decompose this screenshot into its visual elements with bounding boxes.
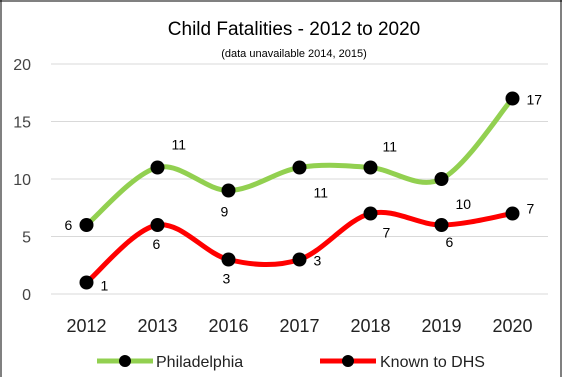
data-label: 11	[383, 139, 398, 155]
legend-swatch-marker	[119, 355, 131, 367]
data-point	[221, 252, 236, 267]
legend: Philadelphia Known to DHS	[97, 354, 485, 371]
data-label: 3	[314, 253, 322, 269]
x-tick-label: 2018	[350, 316, 390, 336]
data-point	[79, 275, 94, 290]
x-tick-label: 2017	[279, 316, 319, 336]
data-label: 7	[527, 201, 535, 217]
data-label: 10	[456, 196, 472, 212]
y-tick-label: 10	[13, 172, 31, 189]
data-label: 3	[223, 271, 231, 287]
x-axis: 2012 2013 2016 2017 2018 2019 2020	[66, 316, 532, 336]
x-tick-label: 2016	[208, 316, 248, 336]
data-label: 7	[383, 225, 391, 241]
y-tick-label: 5	[22, 230, 31, 247]
legend-label: Philadelphia	[156, 354, 243, 371]
data-label: 17	[527, 92, 543, 108]
data-point	[363, 160, 378, 175]
legend-swatch-marker	[342, 355, 354, 367]
data-point	[363, 206, 378, 221]
data-point	[505, 206, 520, 221]
data-point	[505, 91, 520, 106]
y-tick-label: 20	[13, 57, 31, 74]
series-markers	[79, 91, 520, 290]
data-label: 6	[446, 234, 454, 250]
data-label: 11	[172, 137, 187, 153]
data-point	[434, 172, 449, 186]
data-point	[434, 218, 449, 232]
data-label: 11	[314, 185, 329, 201]
data-label: 1	[101, 278, 109, 294]
data-label: 9	[221, 204, 229, 220]
x-tick-label: 2013	[137, 316, 177, 336]
data-point	[292, 252, 307, 267]
legend-label: Known to DHS	[380, 354, 485, 371]
data-label: 6	[65, 217, 73, 233]
chart-subtitle: (data unavailable 2014, 2015)	[221, 48, 367, 60]
y-tick-label: 15	[13, 115, 31, 132]
data-point	[79, 218, 94, 232]
x-tick-label: 2019	[421, 316, 461, 336]
x-tick-label: 2012	[66, 316, 106, 336]
data-point	[150, 160, 165, 175]
x-tick-label: 2020	[492, 316, 532, 336]
data-label: 6	[153, 236, 161, 252]
y-axis: 0 5 10 15 20	[13, 57, 31, 304]
data-point	[150, 218, 165, 232]
data-labels: 6 11 9 11 11 10 17 1 6 3 3 7 6 7	[65, 92, 543, 294]
y-tick-label: 0	[22, 287, 31, 304]
data-point	[221, 183, 236, 198]
chart-title: Child Fatalities - 2012 to 2020	[168, 19, 420, 40]
data-point	[292, 160, 307, 175]
